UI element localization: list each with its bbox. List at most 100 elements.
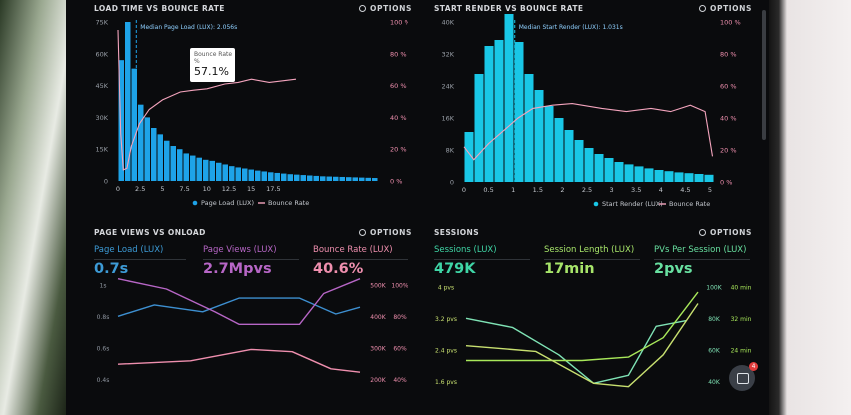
- series-line: [117, 278, 361, 326]
- chat-badge: 4: [749, 362, 758, 371]
- y-tick-label: 32K: [441, 51, 454, 59]
- y-tick-label: 24K: [441, 83, 454, 91]
- bar: [464, 132, 474, 182]
- legend-label: Start Render (LUX): [602, 200, 663, 208]
- y2-tick-label: 80 %: [720, 51, 737, 59]
- bounce-rate-line: [117, 29, 297, 171]
- bar: [624, 164, 634, 182]
- y2-tick-label: 60 %: [720, 83, 737, 91]
- panel-load-time: LOAD TIME VS BOUNCE RATE OPTIONS 0 15K 30K…: [88, 0, 411, 215]
- x-tick-label: 10: [203, 185, 211, 193]
- bounce-rate-line: [463, 103, 714, 161]
- x-tick-label: 2.5: [582, 186, 592, 194]
- options-button[interactable]: OPTIONS: [359, 228, 412, 237]
- divider: [434, 259, 530, 260]
- y2-tick-label: 20 %: [720, 147, 737, 155]
- bar: [222, 164, 228, 181]
- bar: [235, 167, 241, 181]
- y-tick-label: 60K: [95, 50, 108, 58]
- bar: [474, 74, 484, 182]
- y-tick-label: 0.4s: [97, 377, 110, 384]
- bar: [281, 173, 287, 181]
- y-tick-label: 3.2 pvs: [435, 316, 457, 323]
- options-button[interactable]: OPTIONS: [359, 4, 412, 13]
- bar: [694, 174, 704, 182]
- y2-tick-label: 60 %: [390, 82, 407, 90]
- bar: [584, 148, 594, 182]
- bar: [268, 172, 274, 181]
- options-button[interactable]: OPTIONS: [699, 4, 752, 13]
- bar: [346, 177, 352, 181]
- y3-tick-label: 40%: [393, 377, 407, 384]
- y-tick-label: 0.8s: [97, 314, 110, 321]
- bar: [287, 174, 293, 181]
- bar: [544, 106, 554, 182]
- legend-label: Bounce Rate: [268, 199, 309, 207]
- page-views-chart: 1s 500K 100% 0.8s 400K 80% 0.6s 300K 60% 0.4s 200K…: [97, 278, 408, 384]
- y-tick-label: 75K: [95, 19, 108, 27]
- bar: [229, 166, 235, 181]
- bar: [131, 68, 137, 181]
- bar: [333, 176, 339, 181]
- y-tick-label: 0: [450, 179, 454, 187]
- panel-title: PAGE VIEWS VS ONLOAD: [94, 228, 206, 237]
- bar: [352, 177, 358, 181]
- options-icon: [359, 5, 366, 12]
- metric-label: Sessions (LUX): [434, 245, 497, 255]
- x-tick-label: 4.5: [680, 186, 690, 194]
- sessions-chart: 4 pvs 100K 40 min 3.2 pvs 80K 32 min 2.4 pvs 60…: [435, 285, 752, 388]
- bar: [320, 176, 326, 181]
- bar: [604, 158, 614, 182]
- metric-label: Page Views (LUX): [203, 245, 277, 255]
- panel-title: LOAD TIME VS BOUNCE RATE: [94, 4, 225, 13]
- bar: [634, 166, 644, 182]
- x-tick-label: 3: [610, 186, 614, 194]
- x-tick-label: 2.5: [135, 185, 145, 193]
- options-button[interactable]: OPTIONS: [699, 228, 752, 237]
- divider: [654, 259, 750, 260]
- bar: [209, 160, 215, 181]
- x-tick-label: 0.5: [483, 186, 493, 194]
- panel-start-render: START RENDER VS BOUNCE RATE OPTIONS 0 8K 1…: [428, 0, 758, 215]
- bar: [170, 146, 176, 181]
- y2-tick-label: 60K: [708, 348, 721, 355]
- y3-tick-label: 80%: [393, 314, 407, 321]
- bar: [365, 177, 371, 181]
- bar: [644, 168, 654, 182]
- background-wall: [769, 0, 851, 415]
- median-label: Median Start Render (LUX): 1.031s: [519, 24, 623, 31]
- y-tick-label: 4 pvs: [438, 285, 454, 292]
- y2-tick-label: 80K: [708, 316, 721, 323]
- bar: [242, 168, 248, 181]
- x-tick-label: 5: [708, 186, 712, 194]
- y3-tick-label: 40 min: [731, 285, 752, 292]
- y-tick-label: 16K: [441, 115, 454, 123]
- bar: [313, 175, 319, 181]
- x-tick-label: 1.5: [533, 186, 543, 194]
- bar: [216, 162, 222, 181]
- y2-tick-label: 500K: [370, 283, 386, 290]
- y2-tick-label: 40K: [708, 379, 721, 386]
- y-tick-label: 8K: [446, 147, 455, 155]
- bar: [157, 134, 163, 181]
- y-tick-label: 0.6s: [97, 346, 110, 353]
- y-tick-label: 1s: [100, 283, 107, 290]
- metric-value: 479K: [434, 261, 476, 277]
- bar: [524, 74, 534, 182]
- options-icon: [699, 5, 706, 12]
- bar: [339, 176, 345, 181]
- y-tick-label: 2.4 pvs: [435, 348, 457, 355]
- y2-tick-label: 200K: [370, 377, 386, 384]
- divider: [544, 259, 640, 260]
- y2-tick-label: 20 %: [390, 146, 407, 154]
- y2-tick-label: 0 %: [390, 178, 402, 186]
- y2-tick-label: 300K: [370, 346, 386, 353]
- series-line: [465, 303, 699, 388]
- bar: [359, 177, 365, 181]
- scrollbar[interactable]: [762, 10, 766, 140]
- bar: [594, 154, 604, 182]
- y2-tick-label: 100 %: [720, 19, 741, 27]
- dashboard-screen: LOAD TIME VS BOUNCE RATE OPTIONS 0 15K 30K…: [66, 0, 769, 415]
- bar: [664, 171, 674, 182]
